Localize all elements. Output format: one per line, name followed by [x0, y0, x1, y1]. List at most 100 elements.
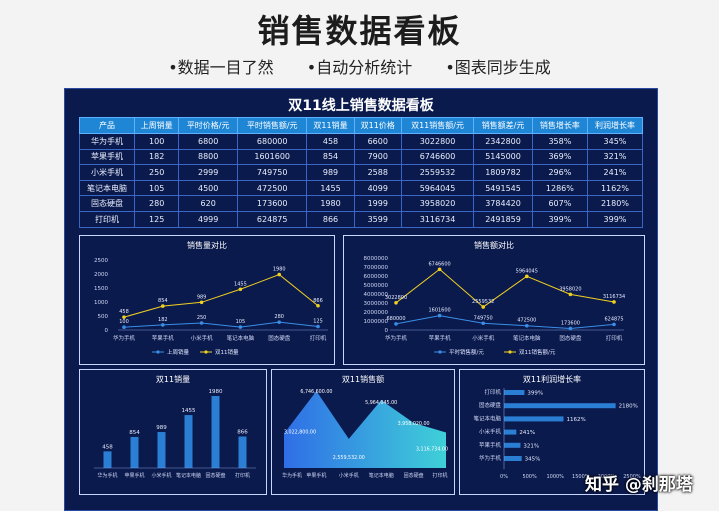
- volume-compare-chart: 0 500 1000 1500 2000 2500 华为手机 苹果手机 小米手机 笔记本电脑 固态硬…: [94, 258, 328, 356]
- column-header: 利润增长率: [586, 117, 644, 134]
- x-tick-label: 笔记本电脑: [176, 472, 201, 479]
- column-header: 平时价格/元: [178, 117, 238, 134]
- chart-panel-profit-growth: 双11利润增长率 打印机 399% 固态硬盘 2180% 笔记本电脑 1162% 小米手机 2…: [459, 369, 645, 495]
- y-tick-label: 2000000: [364, 310, 389, 316]
- y-tick-label: 7000000: [364, 265, 389, 271]
- table-cell: 苹果手机: [78, 148, 136, 166]
- table-cell: 2588: [353, 164, 402, 181]
- table-cell: 125: [134, 210, 180, 228]
- table-cell: 399%: [586, 210, 644, 228]
- data-point: [612, 300, 616, 304]
- data-point: [277, 272, 281, 277]
- data-label: 3,116,734.00: [416, 447, 448, 453]
- legend-marker: [156, 350, 160, 354]
- data-label: 2559532: [472, 299, 494, 305]
- table-cell: 680000: [236, 133, 308, 150]
- table-cell: 1999: [353, 195, 402, 212]
- data-label: 1455: [234, 281, 247, 287]
- table-cell: 3599: [353, 210, 402, 228]
- data-label: 241%: [519, 430, 535, 436]
- data-label: 173600: [561, 320, 580, 326]
- x-tick-label: 华为手机: [113, 334, 136, 342]
- data-point: [316, 303, 320, 308]
- table-cell: 4099: [353, 179, 402, 197]
- x-tick-label: 2000%: [598, 474, 616, 480]
- x-tick-label: 2500%: [623, 474, 641, 480]
- bar: [504, 403, 616, 409]
- legend-label: 平时销售额/元: [449, 348, 484, 356]
- table-cell: 458: [306, 133, 355, 150]
- table-cell: 2559532: [400, 164, 475, 181]
- x-tick-label: 笔记本电脑: [227, 334, 255, 342]
- x-tick-label: 华为手机: [97, 472, 117, 479]
- x-tick-label: 华为手机: [282, 472, 302, 479]
- x-tick-label: 打印机: [310, 334, 327, 342]
- table-cell: 472500: [236, 179, 308, 197]
- data-label: 854: [129, 430, 140, 436]
- table-cell: 6746600: [400, 148, 475, 166]
- data-label: 1980: [209, 389, 223, 395]
- data-point: [481, 305, 485, 309]
- column-header: 双11价格: [353, 117, 402, 134]
- table-cell: 3022800: [400, 133, 475, 150]
- sales-compare-chart: 0 1000000 2000000 3000000 4000000 5000000 6000…: [364, 256, 626, 356]
- data-label: 3116734: [603, 294, 625, 300]
- area-series: [284, 391, 446, 468]
- table-row: 固态硬盘 280 620 173600 1980 1999 3958020 3784420 60…: [78, 195, 644, 212]
- table-cell: 1809782: [473, 164, 533, 181]
- table-cell: 4999: [178, 210, 238, 228]
- table-cell: 3958020: [400, 195, 475, 212]
- table-cell: 打印机: [78, 210, 136, 228]
- data-label: 2180%: [619, 404, 638, 410]
- legend-marker: [508, 350, 512, 354]
- data-point: [525, 274, 529, 279]
- bar: [130, 436, 139, 468]
- x-tick-label: 500%: [522, 474, 537, 480]
- y-tick-label: 500: [98, 314, 109, 320]
- table-cell: 5964045: [400, 179, 475, 197]
- table-cell: 989: [306, 164, 355, 181]
- table-cell: 2491859: [473, 210, 533, 228]
- y-tick-label: 2000: [94, 272, 108, 278]
- y-tick-label: 6000000: [364, 274, 389, 280]
- series-line: [395, 268, 615, 308]
- data-point: [199, 300, 204, 305]
- bar: [504, 390, 525, 395]
- y-tick-label: 1000: [94, 300, 108, 306]
- data-point: [481, 321, 485, 326]
- legend-marker: [204, 350, 208, 354]
- x-tick-label: 固态硬盘: [559, 334, 582, 342]
- data-label: 3022800: [385, 295, 407, 301]
- x-tick-label: 打印机: [235, 472, 250, 479]
- x-tick-label: 笔记本电脑: [369, 472, 394, 479]
- table-row: 苹果手机 182 8800 1601600 854 7900 6746600 5145000 3…: [78, 148, 644, 166]
- data-label: 321%: [523, 443, 539, 449]
- bar: [184, 415, 193, 468]
- chart-panel-volume-compare: 销售量对比 0 500 1000 1500 2000 2500 华为手机 苹果手机 小米手机 笔记…: [79, 235, 335, 365]
- table-cell: 854: [306, 148, 355, 166]
- x-tick-label: 小米手机: [151, 472, 171, 479]
- column-header: 产品: [78, 117, 136, 134]
- data-point: [612, 322, 616, 327]
- table-cell: 2342800: [473, 133, 533, 150]
- table-cell: 369%: [531, 148, 588, 166]
- data-point: [161, 304, 165, 308]
- table-cell: 8800: [178, 148, 238, 166]
- data-label: 3,022,800.00: [284, 430, 316, 436]
- data-label: 250: [197, 315, 207, 321]
- data-point: [316, 324, 320, 329]
- x-tick-label: 华为手机: [385, 334, 408, 342]
- x-tick-label: 苹果手机: [124, 472, 144, 479]
- dashboard-title: 双11线上销售数据看板: [288, 98, 434, 114]
- y-tick-label: 打印机: [484, 388, 501, 396]
- y-tick-label: 1500: [94, 286, 108, 292]
- series-line: [123, 273, 319, 318]
- data-point: [437, 267, 442, 272]
- x-tick-label: 1000%: [546, 474, 564, 480]
- table-row: 笔记本电脑 105 4500 472500 1455 4099 5964045 5491545…: [78, 179, 644, 197]
- table-cell: 5491545: [473, 179, 533, 197]
- data-point: [238, 287, 243, 292]
- y-tick-label: 8000000: [364, 256, 389, 262]
- table-cell: 100: [134, 133, 180, 150]
- x-tick-label: 小米手机: [472, 334, 495, 342]
